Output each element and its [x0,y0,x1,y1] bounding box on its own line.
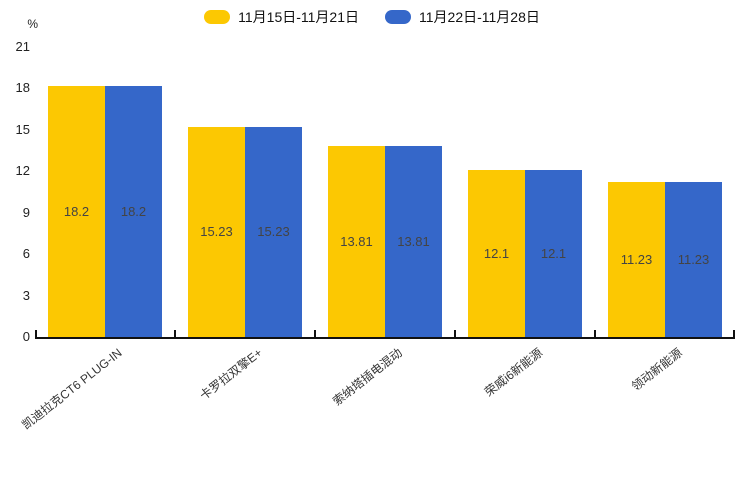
x-axis-tick [733,330,735,337]
y-axis-unit-label: % [27,17,38,31]
plot-area: 18.2 18.2 凯迪拉克CT6 PLUG-IN 15.23 15.23 卡罗拉双擎E+… [20,47,735,432]
bar-value-label: 18.2 [120,203,147,219]
bar-week1-group4: 12.1 [468,169,525,337]
x-axis-tick [454,330,456,337]
bar-week1-group3: 13.81 [328,146,385,337]
bar-value-label: 13.81 [340,234,373,250]
legend-swatch-yellow [204,10,231,24]
x-category-label: 荣威i6新能源 [481,345,545,400]
bar-value-label: 13.81 [397,234,430,250]
bar-week2-group5: 11.23 [665,181,722,337]
bar-value-label: 12.1 [540,245,567,261]
y-tick-label: 9 [22,204,30,220]
legend-swatch-blue [385,10,411,24]
bar-week1-group5: 11.23 [608,181,665,337]
bar-value-label: 11.23 [620,251,653,267]
y-tick-label: 12 [15,163,30,179]
x-axis-tick [314,330,316,337]
bar-week1-group1: 18.2 [48,85,105,337]
bar-value-label: 15.23 [257,224,290,240]
bar-week1-group2: 15.23 [188,126,245,337]
legend-item-week1[interactable]: 11月15日-11月21日 [204,7,359,27]
bar-week2-group2: 15.23 [245,126,302,337]
legend: 11月15日-11月21日 11月22日-11月28日 [0,7,744,27]
bar-value-label: 12.1 [483,245,510,261]
x-axis-tick [35,330,37,337]
y-tick-label: 6 [22,246,30,262]
bar-week2-group3: 13.81 [385,146,442,337]
x-category-label: 卡罗拉双擎E+ [197,345,265,403]
y-tick-label: 21 [15,39,30,54]
legend-label-week2: 11月22日-11月28日 [419,9,540,25]
legend-label-week1: 11月15日-11月21日 [238,9,359,25]
legend-item-week2[interactable]: 11月22日-11月28日 [385,7,540,27]
x-axis-tick [594,330,596,337]
bar-value-label: 11.23 [677,251,710,267]
bar-value-label: 18.2 [63,203,90,219]
bar-week2-group1: 18.2 [105,85,162,337]
x-category-label: 索纳塔插电混动 [330,345,405,409]
y-tick-label: 18 [15,80,30,96]
y-tick-label: 0 [22,329,30,344]
y-tick-label: 3 [22,287,30,303]
bar-value-label: 15.23 [200,224,233,240]
x-category-label: 凯迪拉克CT6 PLUG-IN [19,345,125,433]
x-axis-tick [174,330,176,337]
x-category-label: 领动新能源 [628,345,685,394]
bar-week2-group4: 12.1 [525,169,582,337]
y-tick-label: 15 [15,121,30,137]
